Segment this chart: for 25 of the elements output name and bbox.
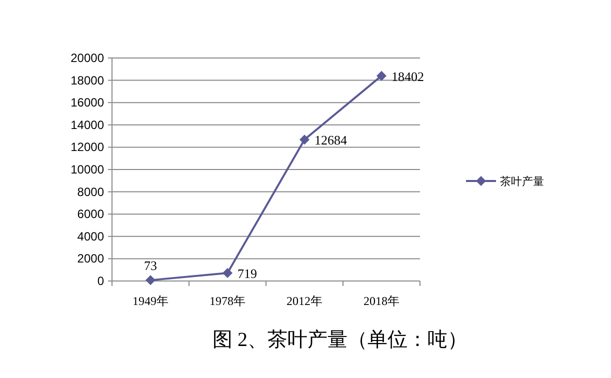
x-tick-label: 1949年	[132, 294, 168, 308]
point	[222, 268, 232, 278]
text: 图 2、茶叶产量（单位：吨）	[212, 329, 468, 351]
y-tick-label: 14000	[70, 118, 104, 132]
point	[300, 134, 310, 145]
y-tick-label: 10000	[70, 162, 104, 176]
y-tick-label: 0	[97, 274, 104, 288]
point	[146, 275, 156, 286]
data-label: 719	[238, 266, 257, 281]
legend-label: 茶叶产量	[500, 175, 544, 188]
y-tick-label: 20000	[70, 51, 104, 65]
y-tick-label: 4000	[77, 229, 104, 244]
y-tick-label: 16000	[70, 96, 104, 110]
y-tick-label: 2000	[77, 252, 104, 266]
y-tick-label: 18000	[70, 73, 104, 88]
y-tick-label: 6000	[77, 207, 104, 222]
x-tick-label: 2018年	[364, 294, 400, 308]
x-tick-label: 2012年	[286, 294, 322, 308]
data-label: 73	[144, 258, 157, 274]
x-tick-label: 1978年	[210, 294, 246, 308]
data-label: 18402	[392, 68, 424, 84]
y-tick-label: 8000	[77, 184, 104, 199]
y-tick-label: 12000	[70, 140, 104, 154]
point	[376, 70, 386, 81]
data-label: 12684	[314, 132, 348, 148]
